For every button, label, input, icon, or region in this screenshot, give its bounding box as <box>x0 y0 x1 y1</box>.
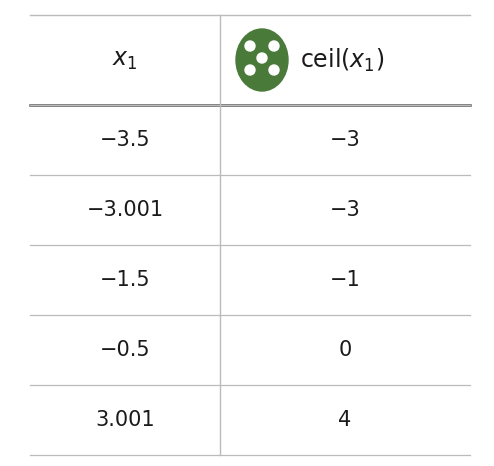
Text: −1: −1 <box>329 270 361 290</box>
Text: −1.5: −1.5 <box>100 270 150 290</box>
Text: −3: −3 <box>329 200 361 220</box>
Text: 4: 4 <box>338 410 352 430</box>
Text: −0.5: −0.5 <box>100 340 150 360</box>
Circle shape <box>269 41 279 51</box>
Circle shape <box>245 41 255 51</box>
Text: $x_1$: $x_1$ <box>112 48 138 72</box>
Text: −3.001: −3.001 <box>86 200 164 220</box>
Circle shape <box>245 65 255 75</box>
Circle shape <box>257 53 267 63</box>
Text: 0: 0 <box>338 340 352 360</box>
Circle shape <box>269 65 279 75</box>
Text: 3.001: 3.001 <box>95 410 155 430</box>
Text: −3.5: −3.5 <box>100 130 150 150</box>
Text: $\mathrm{ceil}(x_1)$: $\mathrm{ceil}(x_1)$ <box>300 47 384 74</box>
Ellipse shape <box>236 29 288 91</box>
Text: −3: −3 <box>329 130 361 150</box>
